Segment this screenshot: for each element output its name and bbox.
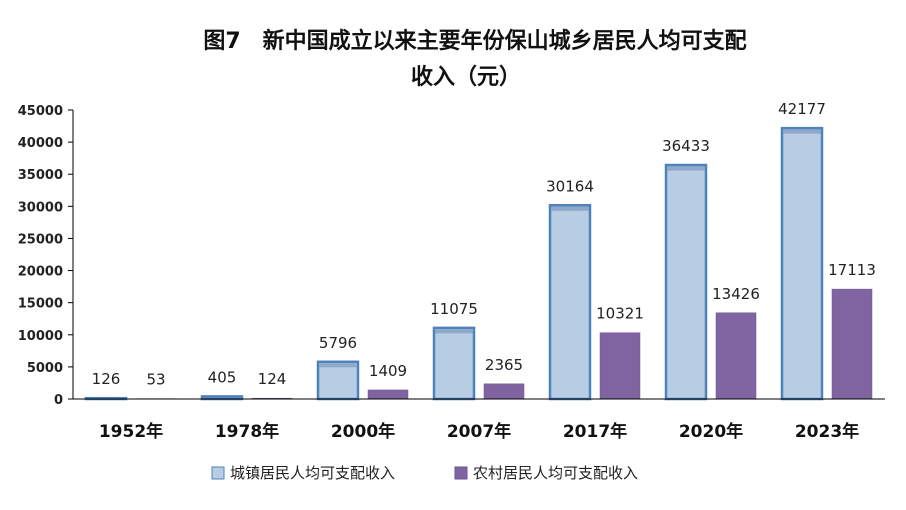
x-tick-label: 2023年 xyxy=(795,421,859,442)
data-label-rural: 53 xyxy=(146,371,165,389)
legend-label-rural: 农村居民人均可支配收入 xyxy=(473,464,638,482)
bar-urban xyxy=(432,326,476,401)
y-tick-label: 45000 xyxy=(18,104,63,119)
y-tick-label: 10000 xyxy=(18,329,63,344)
y-tick-label: 40000 xyxy=(18,136,63,151)
x-tick-label: 2017年 xyxy=(563,421,627,442)
data-label-rural: 2365 xyxy=(485,356,523,374)
y-tick-label: 25000 xyxy=(18,232,63,247)
data-label-urban: 5796 xyxy=(319,334,357,352)
x-tick-label: 2000年 xyxy=(331,421,395,442)
data-label-urban: 30164 xyxy=(546,177,594,195)
bar-urban-bevel xyxy=(783,129,821,134)
x-tick-label: 2007年 xyxy=(447,421,511,442)
data-label-rural: 1409 xyxy=(369,362,407,380)
bar-urban xyxy=(780,126,824,401)
bar-rural xyxy=(483,383,525,400)
chart-title-line2: 收入（元） xyxy=(411,64,521,90)
bar-rural xyxy=(831,288,873,400)
data-label-rural: 10321 xyxy=(596,305,644,323)
y-tick-label: 20000 xyxy=(18,265,63,280)
bar-rural xyxy=(599,332,641,400)
legend-swatch-urban xyxy=(211,466,225,480)
legend-label-urban: 城镇居民人均可支配收入 xyxy=(230,464,395,482)
legend-swatch-rural xyxy=(454,466,468,480)
bar-urban xyxy=(316,360,360,401)
chart-title-line1: 图7 新中国成立以来主要年份保山城乡居民人均可支配 xyxy=(203,28,746,54)
bar-urban-bevel xyxy=(435,329,473,334)
bar-urban-bevel xyxy=(551,206,589,211)
data-label-urban: 42177 xyxy=(778,100,826,118)
x-axis: 1952年 1978年 2000年 2007年 2017年 2020年 2023年 xyxy=(73,398,885,442)
y-tick-label: 5000 xyxy=(27,361,63,376)
data-label-urban: 36433 xyxy=(662,137,710,155)
x-tick-label: 1952年 xyxy=(99,421,163,442)
x-tick-label: 1978年 xyxy=(215,421,279,442)
y-tick-label: 0 xyxy=(54,393,63,408)
bar-urban xyxy=(664,163,708,401)
bar-urban-bevel xyxy=(667,166,705,171)
bar-rural xyxy=(367,389,409,400)
data-label-urban: 405 xyxy=(208,368,237,386)
bar-urban xyxy=(548,204,592,401)
x-tick-label: 2020年 xyxy=(679,421,743,442)
data-label-rural: 124 xyxy=(258,370,287,388)
data-label-rural: 17113 xyxy=(828,261,876,279)
y-tick-label: 30000 xyxy=(18,200,63,215)
bar-rural xyxy=(715,312,757,400)
y-tick-label: 15000 xyxy=(18,297,63,312)
data-label-urban: 11075 xyxy=(430,300,478,318)
bar-urban-bevel xyxy=(319,363,357,368)
legend: 城镇居民人均可支配收入 农村居民人均可支配收入 xyxy=(211,464,638,482)
bars: 126 53 405 124 5796 1409 11075 2365 30164 10321 36… xyxy=(84,100,876,401)
data-label-urban: 126 xyxy=(92,370,121,388)
data-label-rural: 13426 xyxy=(712,285,760,303)
y-tick-label: 35000 xyxy=(18,168,63,183)
y-axis: 0 5000 10000 15000 20000 25000 30000 35000 40000… xyxy=(18,104,74,408)
